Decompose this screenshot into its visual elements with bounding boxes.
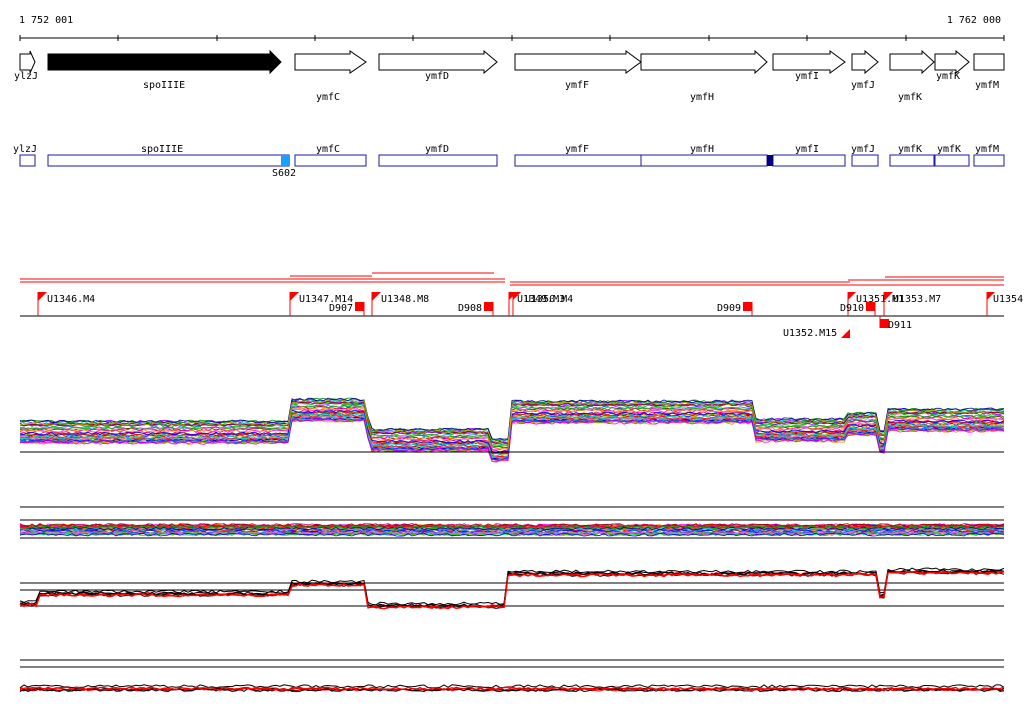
- box-label-spoIIIE: spoIIIE: [141, 144, 183, 155]
- svg-text:U1353.M7: U1353.M7: [893, 294, 941, 305]
- svg-text:D908: D908: [458, 303, 482, 314]
- flag-U1350-M4[interactable]: U1350.M4: [512, 292, 573, 316]
- flag-D908[interactable]: D908: [458, 302, 494, 316]
- svg-text:D907: D907: [329, 303, 353, 314]
- gene-label-ymfK-1: ymfK: [898, 92, 922, 103]
- box-ymfM[interactable]: [973, 154, 1005, 167]
- flag-D909[interactable]: D909: [717, 302, 753, 316]
- box-ymfC[interactable]: [294, 154, 367, 167]
- expression-panel-bottom: [19, 659, 1005, 693]
- expression-panel-variation: [19, 506, 1005, 539]
- transcript-lines: [20, 272, 1004, 286]
- flag-U1351-M1[interactable]: U1351.M1: [847, 292, 904, 316]
- box-label-ymfH: ymfH: [690, 144, 714, 155]
- box-ymfH[interactable]: [640, 154, 768, 167]
- gene-ymfK-1[interactable]: ymfK: [889, 49, 935, 103]
- gene-ymfI[interactable]: ymfI: [772, 50, 846, 82]
- flag-U1354[interactable]: U1354: [986, 292, 1023, 316]
- upstream-flags[interactable]: U1346.M4 U1347.M14 U1348.M8 U1349.M3 U13: [37, 292, 1023, 339]
- box-ymfK-1[interactable]: [889, 154, 935, 167]
- gene-ymfC[interactable]: ymfC: [294, 50, 367, 103]
- box-spoIIIE[interactable]: [47, 154, 290, 167]
- flag-D911[interactable]: D911: [879, 316, 912, 331]
- gene-label-ymfD: ymfD: [425, 71, 449, 82]
- box-ymfF[interactable]: [514, 154, 642, 167]
- marker-label-S602: S602: [272, 168, 296, 179]
- box-label-ymfJ: ymfJ: [851, 144, 875, 155]
- svg-text:U1352.M15: U1352.M15: [783, 328, 837, 339]
- box-ymfK-2[interactable]: [934, 154, 970, 167]
- gene-label-ylzJ: ylzJ: [14, 71, 38, 82]
- svg-text:D910: D910: [840, 303, 864, 314]
- svg-text:D909: D909: [717, 303, 741, 314]
- gene-spoIIIE[interactable]: spoIIIE: [47, 49, 282, 91]
- gene-label-ymfC: ymfC: [316, 92, 340, 103]
- box-ymfI[interactable]: [772, 154, 846, 167]
- gene-ylzJ[interactable]: ylzJ: [14, 50, 38, 82]
- box-label-ymfM: ymfM: [975, 144, 999, 155]
- flag-U1346-M4[interactable]: U1346.M4: [37, 292, 95, 316]
- box-label-ymfK-1: ymfK: [898, 144, 922, 155]
- gene-box-track[interactable]: ylzJ spoIIIE S602 ymfC ymfD ymfF ymfH ym…: [13, 144, 1005, 179]
- end-coordinate: 1 762 000: [947, 15, 1001, 26]
- gene-label-ymfM: ymfM: [975, 80, 999, 91]
- svg-text:U1354: U1354: [993, 294, 1023, 305]
- marker-S602[interactable]: [281, 155, 290, 166]
- flag-D910[interactable]: D910: [840, 302, 876, 316]
- svg-text:U1348.M8: U1348.M8: [381, 294, 429, 305]
- gene-arrow-track[interactable]: ylzJ spoIIIE ymfC ymfD ymfF ymfH ymfI y: [14, 49, 1005, 103]
- flag-D907[interactable]: D907: [329, 302, 365, 316]
- flag-U1347-M14[interactable]: U1347.M14: [289, 292, 353, 316]
- start-coordinate: 1 752 001: [19, 15, 73, 26]
- flag-U1348-M8[interactable]: U1348.M8: [371, 292, 429, 316]
- gene-label-ymfF: ymfF: [565, 80, 589, 91]
- gene-label-ymfJ: ymfJ: [851, 80, 875, 91]
- expression-panel-summary: [19, 567, 1005, 610]
- box-label-ylzJ: ylzJ: [13, 144, 37, 155]
- box-ymfJ[interactable]: [851, 154, 879, 167]
- svg-text:U1347.M14: U1347.M14: [299, 294, 353, 305]
- gene-label-spoIIIE: spoIIIE: [143, 80, 185, 91]
- box-label-ymfI: ymfI: [795, 144, 819, 155]
- svg-text:U1351.M1: U1351.M1: [856, 294, 904, 305]
- gene-label-ymfI: ymfI: [795, 71, 819, 82]
- gene-ymfF[interactable]: ymfF: [514, 50, 642, 91]
- svg-text:U1349.M3: U1349.M3: [517, 294, 565, 305]
- flag-U1352-M15[interactable]: U1352.M15: [783, 328, 850, 339]
- box-label-ymfK-2: ymfK: [937, 144, 961, 155]
- gene-label-ymfK-2: ymfK: [936, 71, 960, 82]
- gene-ymfM[interactable]: ymfM: [973, 53, 1005, 91]
- downstream-flags[interactable]: D907 D908 D909 D910 D911: [329, 302, 912, 331]
- svg-text:U1346.M4: U1346.M4: [47, 294, 95, 305]
- gene-ymfD[interactable]: ymfD: [378, 49, 498, 82]
- svg-text:U1350.M4: U1350.M4: [525, 294, 573, 305]
- box-ymfD[interactable]: [378, 154, 498, 167]
- gene-label-ymfH: ymfH: [690, 92, 714, 103]
- box-ylzJ[interactable]: [19, 154, 36, 167]
- box-label-ymfD: ymfD: [425, 144, 449, 155]
- box-label-ymfF: ymfF: [565, 144, 589, 155]
- flag-U1353-M7[interactable]: U1353.M7: [883, 292, 941, 316]
- gene-ymfH[interactable]: ymfH: [640, 49, 768, 103]
- box-label-ymfC: ymfC: [316, 144, 340, 155]
- gene-ymfJ[interactable]: ymfJ: [851, 49, 879, 91]
- gene-ymfK-2[interactable]: ymfK: [934, 49, 970, 82]
- expression-panel-conditions: [19, 397, 1005, 463]
- coordinate-ruler: 1 752 001 1 762 000: [19, 15, 1005, 41]
- svg-text:D911: D911: [888, 320, 912, 331]
- transcript-track: U1346.M4 U1347.M14 U1348.M8 U1349.M3 U13: [20, 272, 1023, 339]
